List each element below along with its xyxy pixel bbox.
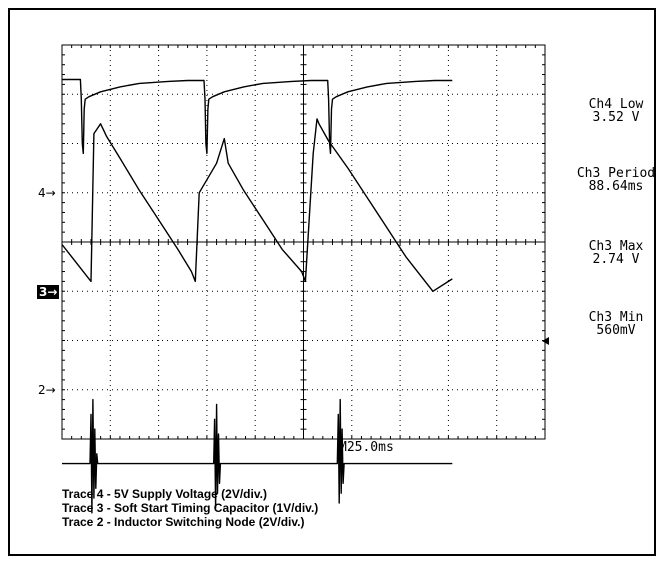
- channel-3-label: 3: [39, 285, 48, 299]
- measurement-value: 2.74 V: [592, 252, 640, 267]
- measurement-label: Ch3 Max: [588, 239, 644, 254]
- trigger-level-marker: [542, 337, 549, 345]
- measurement-label: Ch4 Low: [588, 97, 644, 112]
- trace-trace-4: [62, 78, 453, 155]
- channel-4-marker: 4→: [38, 186, 56, 200]
- measurement-value: 88.64ms: [588, 179, 644, 194]
- figure-border: [8, 8, 656, 556]
- trace-captions: Trace 4 - 5V Supply Voltage (2V/div.) Tr…: [62, 487, 318, 529]
- caption-trace-4: Trace 4 - 5V Supply Voltage (2V/div.): [62, 487, 267, 501]
- measurement-label: Ch3 Min: [588, 310, 644, 325]
- caption-trace-3: Trace 3 - Soft Start Timing Capacitor (1…: [62, 501, 319, 515]
- measurement-label: Ch3 Period: [576, 166, 656, 181]
- channel-2-label: 2: [38, 383, 46, 397]
- trace-trace-2: [62, 398, 453, 514]
- timebase-readout: M25.0ms: [339, 440, 394, 455]
- trace-trace-3: [61, 118, 453, 292]
- channel-3-marker: 3→: [37, 285, 60, 299]
- channel-2-marker: 2→: [38, 383, 56, 397]
- caption-trace-2: Trace 2 - Inductor Switching Node (2V/di…: [62, 515, 305, 529]
- measurement-value: 3.52 V: [592, 110, 640, 125]
- channel-4-label: 4: [38, 186, 46, 200]
- measurement-value: 560mV: [596, 323, 636, 338]
